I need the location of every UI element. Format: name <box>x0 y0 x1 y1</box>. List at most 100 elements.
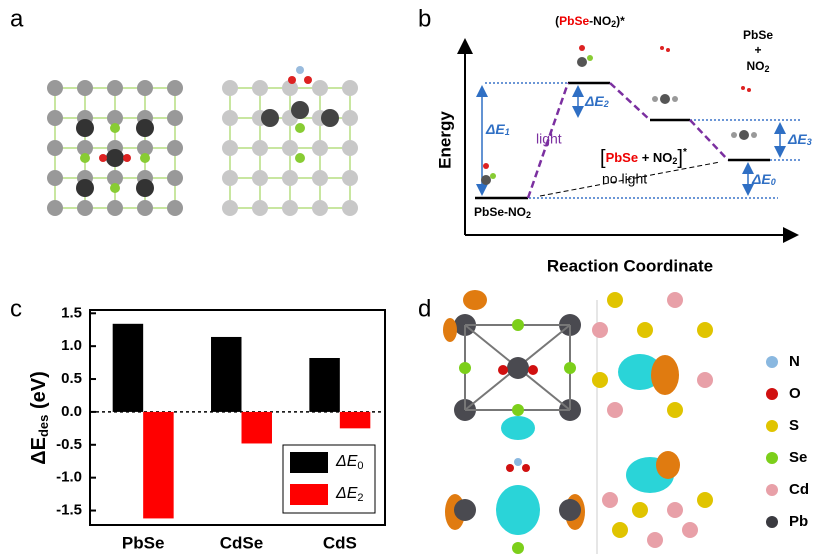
atom <box>167 170 183 186</box>
atom <box>76 119 94 137</box>
atom <box>612 522 628 538</box>
atom <box>252 200 268 216</box>
atom <box>607 402 623 418</box>
x-tick-label: CdS <box>323 533 357 552</box>
atom <box>647 532 663 548</box>
atom <box>76 179 94 197</box>
atom <box>110 123 120 133</box>
structure-a <box>47 66 358 216</box>
y-tick-label: 1.0 <box>61 337 82 354</box>
legend-atom <box>766 516 778 528</box>
legend-label: Pb <box>789 513 808 530</box>
panel-label: d <box>418 295 431 322</box>
atom <box>559 499 581 521</box>
atom <box>222 80 238 96</box>
atom <box>342 110 358 126</box>
legend-label: O <box>789 385 801 402</box>
atom <box>222 200 238 216</box>
atom <box>682 522 698 538</box>
atom <box>697 372 713 388</box>
state-label: (PbSe-NO2)* <box>555 14 625 29</box>
atom <box>110 183 120 193</box>
orbital <box>656 451 680 479</box>
atom <box>252 170 268 186</box>
legend-atom <box>766 356 778 368</box>
atom <box>107 80 123 96</box>
atom <box>507 357 529 379</box>
bar <box>309 358 339 412</box>
energy-label: ΔE2 <box>584 93 609 110</box>
atom <box>667 402 683 418</box>
y-tick-label: 0.0 <box>61 403 82 420</box>
atom <box>136 119 154 137</box>
atom <box>47 80 63 96</box>
state-label: PbSe-NO2 <box>474 205 531 220</box>
atom <box>342 170 358 186</box>
atom <box>77 200 93 216</box>
atom <box>77 80 93 96</box>
atom <box>99 154 107 162</box>
atom <box>47 140 63 156</box>
axis-title: Reaction Coordinate <box>547 256 713 275</box>
atom <box>167 140 183 156</box>
atom <box>106 149 124 167</box>
atom <box>296 66 304 74</box>
atom <box>252 80 268 96</box>
state-label: PbSe <box>743 28 773 42</box>
y-tick-label: 0.5 <box>61 370 82 387</box>
atom <box>342 200 358 216</box>
orbital <box>501 416 535 440</box>
atom <box>288 76 296 84</box>
state-label: NO2 <box>746 59 769 74</box>
panel-label: c <box>10 295 22 322</box>
legend-atom <box>766 420 778 432</box>
bar <box>143 412 173 519</box>
bar <box>211 337 241 412</box>
atom <box>592 372 608 388</box>
atom <box>602 492 618 508</box>
atom <box>564 362 576 374</box>
atom <box>261 109 279 127</box>
legend-swatch <box>290 452 328 473</box>
atom <box>592 322 608 338</box>
energy-label: ΔE0 <box>751 171 776 188</box>
y-tick-label: -1.0 <box>56 469 82 486</box>
orbital <box>443 318 457 342</box>
legend-atom <box>766 484 778 496</box>
bar <box>340 412 370 428</box>
atom <box>222 170 238 186</box>
atom <box>295 153 305 163</box>
atom <box>167 110 183 126</box>
atom <box>282 200 298 216</box>
orbital <box>496 485 540 535</box>
y-tick-label: 1.5 <box>61 304 82 321</box>
atom <box>80 153 90 163</box>
atom <box>528 365 538 375</box>
atom <box>252 140 268 156</box>
atom <box>607 292 623 308</box>
atom <box>512 404 524 416</box>
atom <box>282 170 298 186</box>
atom <box>136 179 154 197</box>
bar <box>242 412 272 444</box>
atom <box>667 292 683 308</box>
atom <box>697 322 713 338</box>
atom <box>47 170 63 186</box>
atom <box>295 123 305 133</box>
atom <box>312 170 328 186</box>
legend-swatch <box>290 484 328 505</box>
atom <box>167 200 183 216</box>
energy-label: ΔE1 <box>485 121 510 138</box>
x-tick-label: PbSe <box>122 533 165 552</box>
annotation: light <box>536 131 562 147</box>
legend-label: S <box>789 417 799 434</box>
legend-label-sub: 2 <box>357 492 363 504</box>
atom <box>282 140 298 156</box>
legend-atom <box>766 452 778 464</box>
atom <box>512 319 524 331</box>
atom <box>140 153 150 163</box>
atom <box>697 492 713 508</box>
atom <box>454 499 476 521</box>
